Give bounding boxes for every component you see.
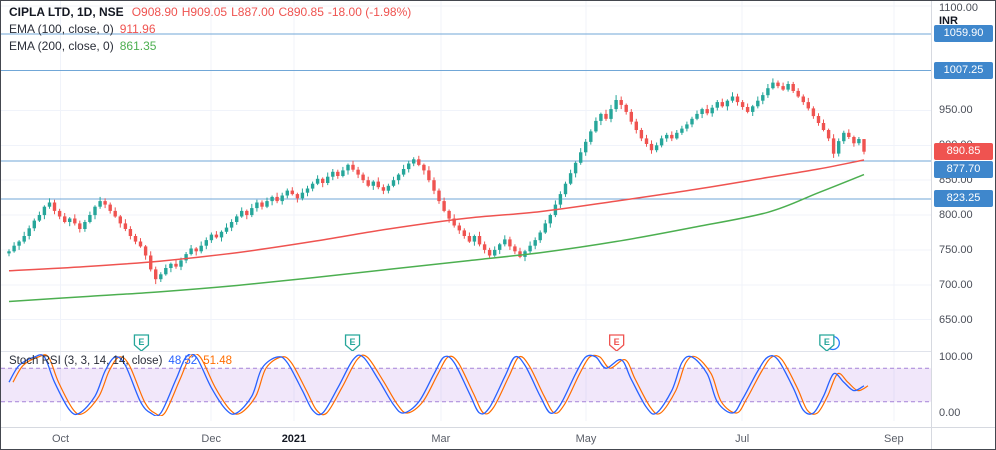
price-tick-label: 750.00 bbox=[939, 243, 973, 256]
time-axis-year-label: 2021 bbox=[281, 433, 307, 445]
earnings-badge[interactable] bbox=[609, 334, 625, 352]
indicator-tick-label: 100.00 bbox=[939, 351, 973, 363]
change-value: -18.00 (-1.98%) bbox=[327, 5, 412, 19]
price-axis[interactable]: INR1100.00950.00900.00850.00800.00750.00… bbox=[931, 1, 995, 427]
time-axis-month-label: Dec bbox=[201, 433, 221, 445]
earnings-badge-letter: E bbox=[138, 337, 144, 347]
currency-label: INR bbox=[939, 15, 958, 27]
time-axis-month-label: May bbox=[575, 433, 597, 445]
ema100-value: 911.96 bbox=[119, 22, 156, 36]
level-price-badge[interactable]: 877.70 bbox=[934, 161, 993, 179]
time-axis-month-label: Jul bbox=[735, 433, 750, 445]
earnings-badge-letter: E bbox=[350, 337, 356, 347]
pane-separator[interactable] bbox=[1, 351, 995, 352]
time-axis-month-label: Mar bbox=[431, 433, 451, 445]
stoch-k-line bbox=[8, 354, 865, 416]
price-tick-label: 800.00 bbox=[939, 209, 973, 222]
earnings-badge-letter: E bbox=[824, 337, 830, 347]
axis-corner-divider bbox=[931, 428, 932, 449]
stoch-rsi-d-value: 51.48 bbox=[203, 355, 232, 367]
time-axis-month-label: Oct bbox=[51, 433, 70, 445]
ema100-label: EMA (100, close, 0) bbox=[9, 22, 114, 36]
earnings-badge[interactable] bbox=[819, 334, 835, 352]
earnings-badge-letter: E bbox=[614, 337, 620, 347]
level-price-badge[interactable]: 1007.25 bbox=[934, 62, 993, 80]
close-value: C890.85 bbox=[278, 5, 324, 19]
candles-layer[interactable] bbox=[7, 78, 866, 285]
low-value: L887.00 bbox=[231, 5, 275, 19]
symbol-info-row[interactable]: CIPLA LTD, 1D, NSE O908.90 H909.05 L887.00 C… bbox=[9, 4, 415, 21]
level-price-badge[interactable]: 823.25 bbox=[934, 190, 993, 208]
stoch-rsi-k-value: 48.52 bbox=[168, 355, 198, 367]
earnings-badge[interactable] bbox=[344, 334, 361, 352]
earnings-badge[interactable] bbox=[133, 334, 150, 352]
ema100-legend-row[interactable]: EMA (100, close, 0) 911.96 bbox=[9, 21, 415, 38]
high-value: H909.05 bbox=[181, 5, 228, 19]
level-price-badge[interactable]: 1059.90 bbox=[934, 25, 993, 43]
price-tick-label: 1100.00 bbox=[939, 2, 978, 14]
symbol-legend: CIPLA LTD, 1D, NSE O908.90 H909.05 L887.00 C… bbox=[9, 4, 415, 55]
open-value: O908.90 bbox=[131, 5, 178, 19]
symbol-title: CIPLA LTD, 1D, NSE bbox=[9, 5, 124, 19]
ema-100-line[interactable] bbox=[8, 159, 865, 272]
ema200-label: EMA (200, close, 0) bbox=[9, 39, 114, 53]
price-tick-label: 700.00 bbox=[939, 278, 973, 291]
last-price-badge: 890.85 bbox=[934, 143, 993, 161]
stoch-d-line bbox=[12, 354, 869, 416]
indicator-tick-label: 0.00 bbox=[939, 407, 961, 419]
level-lines-layer[interactable] bbox=[1, 33, 931, 200]
price-tick-label: 650.00 bbox=[939, 313, 973, 326]
stoch-rsi-legend[interactable]: Stoch RSI (3, 3, 14, 14, close) 48.52 51.4… bbox=[9, 353, 232, 370]
ema200-value: 861.35 bbox=[119, 39, 157, 53]
time-axis-month-label: Sep bbox=[884, 433, 904, 445]
time-axis[interactable]: Oct Dec 2021 Mar May Jul Sep bbox=[1, 427, 995, 449]
stoch-rsi-label: Stoch RSI (3, 3, 14, 14, close) bbox=[9, 355, 163, 367]
price-tick-label: 950.00 bbox=[939, 104, 973, 117]
stoch-rsi-pane[interactable] bbox=[1, 354, 931, 416]
ema200-legend-row[interactable]: EMA (200, close, 0) 861.35 bbox=[9, 38, 415, 55]
ema-200-line[interactable] bbox=[8, 173, 865, 303]
